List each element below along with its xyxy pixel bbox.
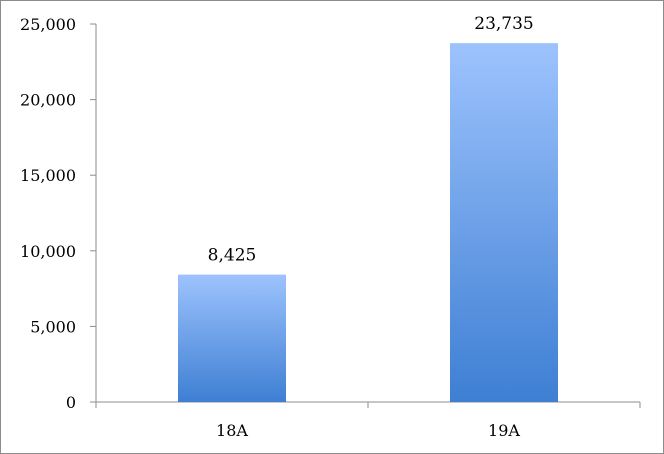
y-tick-label: 20,000 — [20, 91, 76, 110]
bar-19A — [450, 43, 558, 402]
y-tick-label: 10,000 — [20, 242, 76, 261]
category-label-19A: 19A — [488, 421, 520, 440]
data-label-19A: 23,735 — [474, 14, 533, 34]
category-label-18A: 18A — [216, 421, 248, 440]
y-tick-label: 25,000 — [20, 15, 76, 34]
y-tick-label: 5,000 — [30, 317, 76, 336]
bar-18A — [178, 274, 286, 402]
y-tick-label: 0 — [66, 393, 76, 412]
bars — [178, 43, 558, 402]
data-label-18A: 8,425 — [208, 246, 257, 266]
y-tick-label: 15,000 — [20, 166, 76, 185]
labels: 0 5,000 10,000 15,000 20,000 25,000 8,425 18A 23… — [20, 14, 534, 440]
